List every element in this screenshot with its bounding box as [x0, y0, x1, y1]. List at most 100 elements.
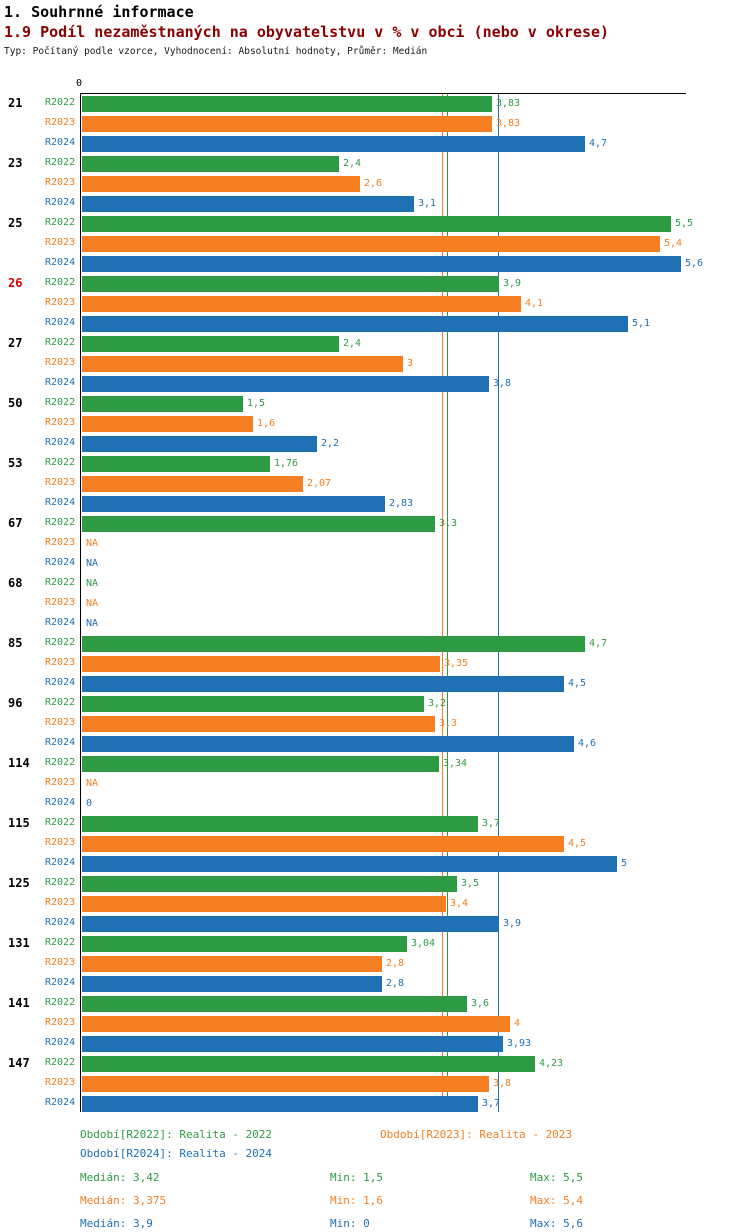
value-label-21-r2024: 4,7: [589, 138, 608, 149]
stat-min-r2024: Min: 0: [330, 1217, 370, 1230]
row-year-label-50-r2023: R2023: [45, 417, 76, 428]
legend-item-r2022: Období[R2022]: Realita - 2022: [80, 1128, 273, 1141]
bar-115-r2023: [82, 836, 564, 852]
row-year-label-53-r2024: R2024: [45, 497, 76, 508]
legend-item-r2024: Období[R2024]: Realita - 2024: [80, 1147, 273, 1160]
row-year-label-68-r2024: R2024: [45, 617, 76, 628]
row-year-label-141-r2023: R2023: [45, 1017, 76, 1028]
value-label-26-r2023: 4,1: [525, 298, 544, 309]
value-label-27-r2023: 3: [407, 358, 414, 369]
bar-147-r2023: [82, 1076, 489, 1092]
bar-141-r2023: [82, 1016, 510, 1032]
report-title: 1. Souhrnné informace: [4, 3, 194, 21]
value-label-114-r2022: 3,34: [443, 758, 468, 769]
row-year-label-26-r2023: R2023: [45, 297, 76, 308]
bar-21-r2023: [82, 116, 492, 132]
legend-item-r2023: Období[R2023]: Realita - 2023: [380, 1128, 573, 1141]
row-year-label-25-r2023: R2023: [45, 237, 76, 248]
row-year-label-50-r2024: R2024: [45, 437, 76, 448]
value-label-27-r2022: 2,4: [343, 338, 362, 349]
bar-85-r2023: [82, 656, 440, 672]
bar-26-r2024: [82, 316, 628, 332]
row-year-label-23-r2024: R2024: [45, 197, 76, 208]
row-year-label-67-r2022: R2022: [45, 517, 76, 528]
value-label-67-r2022: 3,3: [439, 518, 458, 529]
group-label-85: 85: [8, 636, 23, 650]
value-label-125-r2022: 3,5: [461, 878, 480, 889]
row-year-label-114-r2022: R2022: [45, 757, 76, 768]
bar-23-r2022: [82, 156, 339, 172]
value-label-23-r2023: 2,6: [364, 178, 383, 189]
value-label-50-r2023: 1,6: [257, 418, 276, 429]
row-year-label-26-r2022: R2022: [45, 277, 76, 288]
row-year-label-125-r2023: R2023: [45, 897, 76, 908]
row-year-label-131-r2023: R2023: [45, 957, 76, 968]
group-label-23: 23: [8, 156, 23, 170]
row-year-label-25-r2024: R2024: [45, 257, 76, 268]
value-label-53-r2022: 1,76: [274, 458, 299, 469]
group-label-114: 114: [8, 756, 30, 770]
value-label-85-r2024: 4,5: [568, 678, 587, 689]
value-label-114-r2023: NA: [86, 778, 99, 789]
median-line-r2024: [498, 94, 499, 1112]
value-label-23-r2024: 3,1: [418, 198, 437, 209]
bar-53-r2023: [82, 476, 303, 492]
value-label-147-r2023: 3,8: [493, 1078, 512, 1089]
row-year-label-115-r2023: R2023: [45, 837, 76, 848]
bar-23-r2023: [82, 176, 360, 192]
group-label-53: 53: [8, 456, 23, 470]
row-year-label-147-r2023: R2023: [45, 1077, 76, 1088]
bar-53-r2022: [82, 456, 270, 472]
bar-131-r2023: [82, 956, 382, 972]
bar-25-r2024: [82, 256, 681, 272]
value-label-26-r2024: 5,1: [632, 318, 651, 329]
group-label-27: 27: [8, 336, 23, 350]
row-year-label-147-r2024: R2024: [45, 1097, 76, 1108]
stat-min-r2023: Min: 1,6: [330, 1194, 383, 1207]
bar-21-r2024: [82, 136, 585, 152]
row-year-label-85-r2024: R2024: [45, 677, 76, 688]
row-year-label-27-r2023: R2023: [45, 357, 76, 368]
bar-50-r2024: [82, 436, 317, 452]
bar-26-r2022: [82, 276, 499, 292]
value-label-67-r2023: NA: [86, 538, 99, 549]
value-label-96-r2023: 3,3: [439, 718, 458, 729]
value-label-53-r2024: 2,83: [389, 498, 414, 509]
value-label-141-r2024: 3,93: [507, 1038, 532, 1049]
group-label-68: 68: [8, 576, 23, 590]
value-label-147-r2024: 3,7: [482, 1098, 501, 1109]
bar-27-r2024: [82, 376, 489, 392]
row-year-label-27-r2022: R2022: [45, 337, 76, 348]
stat-max-r2023: Max: 5,4: [530, 1194, 583, 1207]
bar-147-r2022: [82, 1056, 535, 1072]
x-axis-zero-label: 0: [76, 78, 83, 89]
bar-125-r2023: [82, 896, 446, 912]
value-label-141-r2022: 3,6: [471, 998, 490, 1009]
row-year-label-85-r2023: R2023: [45, 657, 76, 668]
bar-114-r2022: [82, 756, 439, 772]
bar-25-r2022: [82, 216, 671, 232]
row-year-label-67-r2024: R2024: [45, 557, 76, 568]
value-label-27-r2024: 3,8: [493, 378, 512, 389]
row-year-label-96-r2022: R2022: [45, 697, 76, 708]
value-label-67-r2024: NA: [86, 558, 99, 569]
group-label-147: 147: [8, 1056, 30, 1070]
value-label-141-r2023: 4: [514, 1018, 521, 1029]
bar-141-r2022: [82, 996, 467, 1012]
median-line-r2022: [447, 94, 448, 1112]
value-label-131-r2024: 2,8: [386, 978, 405, 989]
value-label-115-r2023: 4,5: [568, 838, 587, 849]
row-year-label-96-r2024: R2024: [45, 737, 76, 748]
group-label-96: 96: [8, 696, 23, 710]
bar-131-r2022: [82, 936, 407, 952]
row-year-label-53-r2022: R2022: [45, 457, 76, 468]
group-label-26: 26: [8, 276, 23, 290]
row-year-label-25-r2022: R2022: [45, 217, 76, 228]
bar-21-r2022: [82, 96, 492, 112]
value-label-21-r2023: 3,83: [496, 118, 521, 129]
bar-131-r2024: [82, 976, 382, 992]
stat-max-r2024: Max: 5,6: [530, 1217, 583, 1230]
group-label-125: 125: [8, 876, 30, 890]
value-label-50-r2024: 2,2: [321, 438, 340, 449]
